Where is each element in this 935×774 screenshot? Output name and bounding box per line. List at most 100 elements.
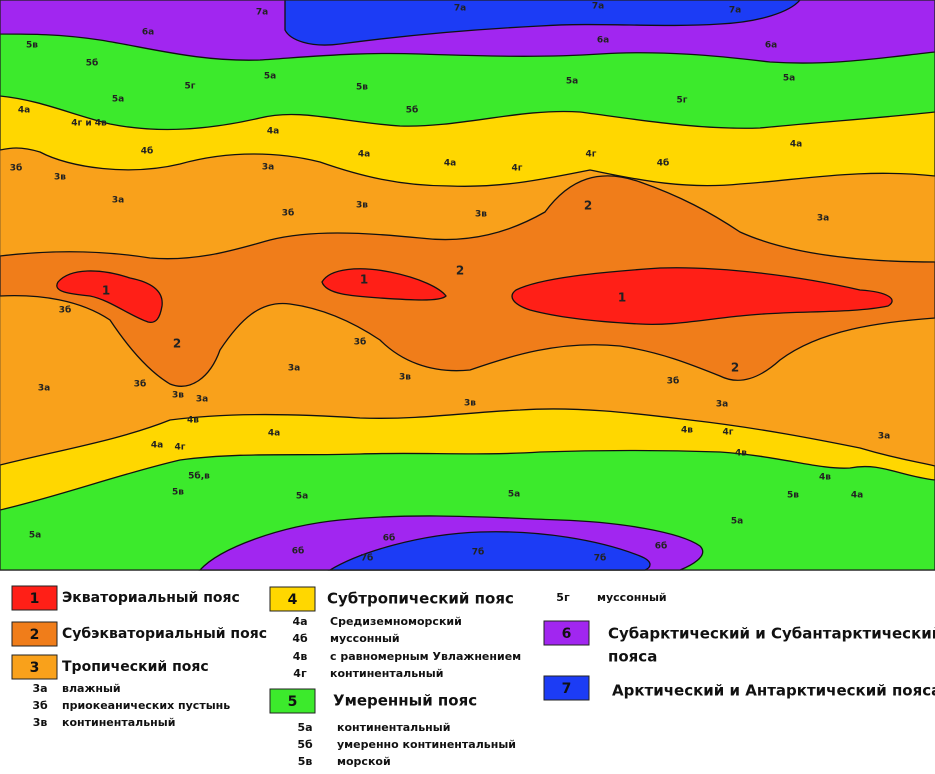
map-label: 5а	[566, 77, 578, 87]
subtype-code: 3в	[33, 716, 48, 729]
temperate-south	[0, 449, 935, 571]
map-label: 3а	[716, 400, 728, 410]
map-label: 4г	[175, 443, 186, 453]
map-label: 4г	[586, 150, 597, 160]
map-label: 3в	[54, 173, 66, 183]
map-label: 4а	[358, 150, 370, 160]
map-label: 6а	[765, 41, 777, 51]
legend-label: Субарктический и Субантарктический	[608, 625, 935, 643]
legend-number: 6	[562, 626, 572, 642]
subtype-code: 4г	[293, 667, 307, 680]
legend-label: пояса	[608, 648, 657, 666]
map-label: 5а	[731, 517, 743, 527]
subtype-code: 5б	[297, 738, 313, 751]
map-label: 5в	[172, 488, 184, 498]
map-label: 4а	[444, 159, 456, 169]
map-label: 5а	[296, 492, 308, 502]
map-label: 3в	[475, 210, 487, 220]
map-label: 5г	[185, 82, 196, 92]
legend-number: 1	[30, 591, 40, 607]
subtype-code: 3а	[32, 682, 47, 695]
subtype-code: 4в	[293, 650, 308, 663]
subtype-name: муссонный	[597, 591, 667, 604]
map-label: 4а	[851, 491, 863, 501]
map-label: 3б	[667, 376, 680, 387]
map-label: 2	[456, 264, 464, 278]
subtype-name: континентальный	[62, 716, 175, 729]
arctic-north	[284, 0, 801, 46]
subequatorial-zone	[0, 175, 935, 387]
map-label: 5г	[677, 96, 688, 106]
map-label: 4в	[681, 426, 693, 436]
subtype-name: муссонный	[330, 632, 400, 645]
map-label: 4а	[18, 106, 30, 116]
map-label: 3б	[282, 208, 295, 219]
subtype-code: 3б	[32, 699, 48, 712]
map-label: 4б	[657, 158, 670, 169]
legend-swatch	[543, 675, 590, 701]
map-label: 7а	[592, 2, 604, 12]
map-label: 3б	[134, 379, 147, 390]
map-label: 4а	[151, 441, 163, 451]
map-label: 3в	[172, 391, 184, 401]
map-label: 2	[173, 337, 181, 351]
map-label: 3б	[354, 337, 367, 348]
map-label: 1	[618, 291, 626, 305]
map-label: 4а	[268, 429, 280, 439]
map-label: 1	[102, 284, 110, 298]
map-label: 7а	[454, 4, 466, 14]
map-label: 6а	[142, 28, 154, 38]
map-label: 6б	[383, 533, 396, 544]
map: 7а 7а 7а 7а 6а 6а 6а 5в 5б 5а 5а 5а 5а 5г 5г 5в 5б 4а 4а 4а…	[0, 0, 935, 571]
subtype-name: континентальный	[337, 721, 450, 734]
map-label: 3а	[817, 214, 829, 224]
subtype-code: 5а	[297, 721, 312, 734]
map-label: 6а	[597, 36, 609, 46]
map-label: 5в	[787, 491, 799, 501]
legend-number: 7	[562, 681, 572, 697]
legend-label: Экваториальный пояс	[62, 590, 240, 606]
map-label: 3а	[112, 196, 124, 206]
legend-label: Арктический и Антарктический пояса	[612, 682, 935, 700]
subtype-name: приокеанических пустынь	[62, 699, 230, 712]
map-label: 3б	[10, 163, 23, 174]
map-label: 7б	[361, 553, 374, 564]
map-label: 4а	[267, 127, 279, 137]
map-label: 5а	[29, 531, 41, 541]
map-label: 6б	[655, 541, 668, 552]
legend-number: 4	[288, 592, 298, 608]
map-frame	[0, 0, 935, 571]
map-label: 3а	[196, 395, 208, 405]
legend-swatch	[269, 586, 316, 612]
legend-label: Субэкваториальный пояс	[62, 626, 267, 642]
map-label: 5в	[356, 83, 368, 93]
legend-swatch	[543, 620, 590, 646]
subtype-code: 4а	[292, 615, 307, 628]
map-label: 1	[360, 273, 368, 287]
map-label: 3в	[464, 399, 476, 409]
map-label: 3в	[399, 373, 411, 383]
map-label: 3а	[38, 384, 50, 394]
map-label: 7б	[472, 547, 485, 558]
map-label: 5б,в	[188, 471, 210, 482]
map-label: 2	[584, 199, 592, 213]
legend-number: 3	[30, 660, 40, 676]
map-label: 7б	[594, 553, 607, 564]
map-label: 4г и 4в	[71, 119, 107, 129]
equatorial-asia	[511, 267, 893, 326]
legend-number: 2	[30, 627, 40, 643]
subtype-code: 5г	[556, 591, 570, 604]
map-label: 7а	[729, 6, 741, 16]
legend-label: Умеренный пояс	[333, 692, 477, 710]
map-labels: 7а 7а 7а 7а 6а 6а 6а 5в 5б 5а 5а 5а 5а 5г 5г 5в 5б 4а 4а 4а…	[10, 2, 890, 564]
subtype-name: умеренно континентальный	[337, 738, 516, 751]
legend-label: Субтропический пояс	[327, 590, 514, 608]
legend-label: Тропический пояс	[62, 659, 209, 675]
map-label: 5а	[783, 74, 795, 84]
map-label: 5б	[86, 58, 99, 69]
equatorial-africa	[321, 268, 447, 301]
legend-swatch	[11, 654, 58, 680]
map-label: 5в	[26, 41, 38, 51]
